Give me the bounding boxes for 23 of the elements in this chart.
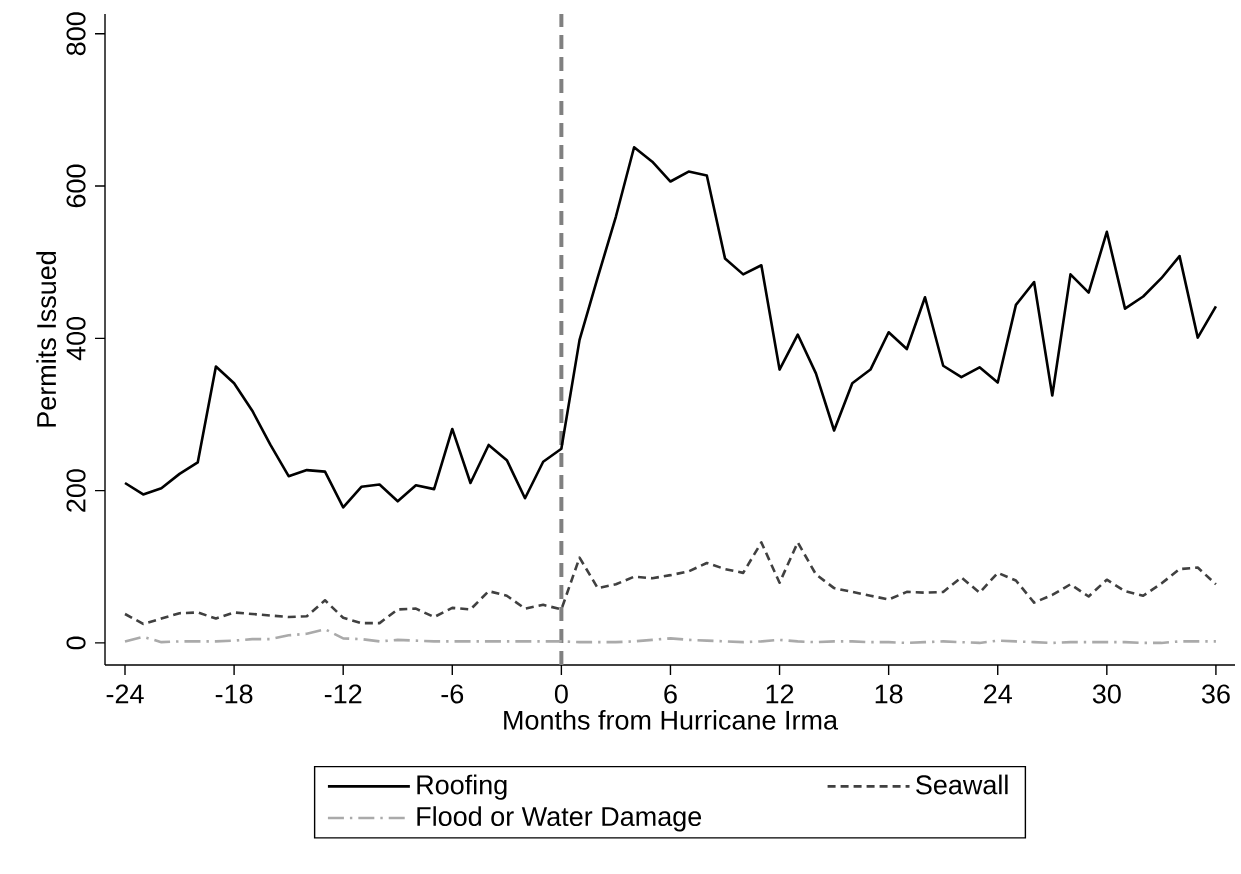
x-tick-label: -24 [106,684,144,704]
legend-label: Seawall [916,774,1008,795]
x-tick-label: 18 [875,684,903,704]
x-tick-label: -18 [215,684,253,704]
legend-label: Roofing [417,774,507,800]
x-tick-label: 36 [1201,684,1230,704]
y-tick-label: 800 [66,12,86,56]
line-series [123,541,1218,626]
x-tick-label: 12 [766,684,794,704]
y-axis-title: Permits Issued [36,252,57,427]
x-tick-label: 6 [664,684,677,704]
y-tick-label: 0 [66,636,86,650]
x-tick-label: -6 [441,684,464,704]
legend-label: Flood or Water Damage [417,806,702,832]
x-tick-label: -12 [324,684,362,704]
line-series [123,145,1218,509]
x-tick-label: 30 [1092,684,1121,704]
x-tick-label: 0 [554,684,568,704]
y-tick-label: 600 [66,164,86,208]
x-axis-title: Months from Hurricane Irma [504,709,839,730]
y-tick-label: 400 [66,316,86,361]
x-tick-label: 24 [984,684,1012,704]
y-tick-label: 200 [66,469,86,512]
